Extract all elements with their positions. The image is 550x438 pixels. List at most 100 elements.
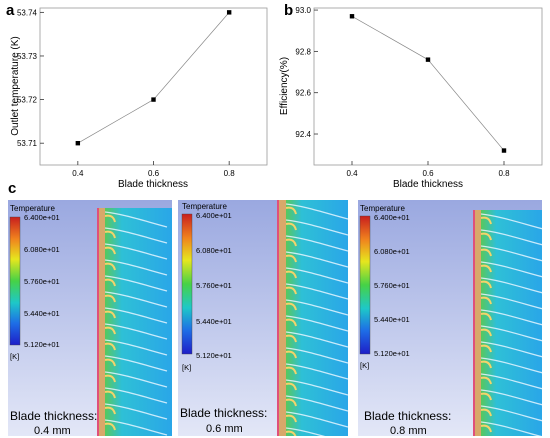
- legend-label-4: 5.440e+01: [196, 317, 232, 326]
- blade-root: [480, 248, 492, 257]
- blade-root: [285, 238, 297, 247]
- legend-label-1: 6.400e+01: [374, 213, 410, 222]
- blade: [480, 421, 542, 436]
- blade-root: [104, 422, 116, 431]
- data-point: [349, 14, 355, 19]
- blade-root: [104, 390, 116, 399]
- legend-label-3: 5.760e+01: [196, 281, 232, 290]
- blade-row: [480, 213, 542, 436]
- blade-root: [285, 286, 297, 295]
- blade-root: [480, 312, 492, 321]
- blade: [480, 325, 542, 342]
- blade: [285, 251, 348, 268]
- blade: [104, 387, 168, 404]
- blade: [104, 403, 168, 420]
- blade-root: [480, 296, 492, 305]
- blade-root: [104, 230, 116, 239]
- blade: [104, 227, 168, 244]
- blade: [480, 293, 542, 310]
- blade-root: [480, 232, 492, 241]
- blade-row: [104, 211, 168, 436]
- blade: [104, 259, 168, 276]
- blade-root: [285, 382, 297, 391]
- blade: [285, 203, 348, 220]
- blade-row: [285, 203, 348, 436]
- legend-label-4: 5.440e+01: [374, 315, 410, 324]
- colorbar: [359, 215, 371, 355]
- blade: [480, 405, 542, 422]
- legend-label-5: 5.120e+01: [374, 349, 410, 358]
- plot-frame: [313, 7, 543, 166]
- y-axis-title: Efficiency(%): [279, 57, 290, 115]
- blade: [285, 395, 348, 412]
- y-axis-title: Outlet temperature (K): [10, 36, 21, 135]
- blade-root: [104, 294, 116, 303]
- chart-a: Outlet temperature (K) Blade thickness 0…: [10, 7, 268, 190]
- blade-root: [104, 374, 116, 383]
- blade: [104, 355, 168, 372]
- blade: [480, 357, 542, 374]
- blade-root: [480, 328, 492, 337]
- inlet-edge: [278, 200, 286, 436]
- blade: [480, 245, 542, 262]
- blade-root: [480, 280, 492, 289]
- y-tick-label: 92.8: [295, 47, 311, 56]
- blade: [104, 291, 168, 308]
- legend-title: Temperature: [182, 202, 227, 211]
- blade-root: [285, 318, 297, 327]
- y-tick-label: 53.71: [17, 139, 38, 148]
- blade: [480, 229, 542, 246]
- blade-root: [104, 278, 116, 287]
- x-tick-label: 0.8: [498, 169, 510, 178]
- data-point: [501, 148, 507, 153]
- contour-panel-1: Temperature 6.400e+01 6.080e+01 5.760e+0…: [8, 200, 172, 436]
- blade: [104, 339, 168, 356]
- blade-root: [285, 334, 297, 343]
- y-tick-label: 53.72: [17, 96, 38, 105]
- inlet-wall: [473, 210, 475, 436]
- legend-label-5: 5.120e+01: [24, 340, 60, 349]
- series-line: [351, 15, 505, 151]
- panel-label-c: c: [8, 180, 17, 197]
- blade-root: [104, 262, 116, 271]
- colorbar: [9, 216, 21, 346]
- blade: [104, 307, 168, 324]
- legend-label-3: 5.760e+01: [374, 281, 410, 290]
- blade-root: [285, 206, 297, 215]
- legend-unit: [K]: [360, 361, 369, 370]
- legend-title: Temperature: [360, 204, 405, 213]
- legend-label-2: 6.080e+01: [24, 245, 60, 254]
- legend-label-2: 6.080e+01: [374, 247, 410, 256]
- caption-line-2: 0.8 mm: [390, 425, 427, 436]
- x-tick-label: 0.6: [422, 169, 434, 178]
- data-point: [226, 10, 232, 15]
- caption-line-1: Blade thickness:: [364, 409, 451, 423]
- blade-root: [285, 430, 297, 436]
- blade: [480, 309, 542, 326]
- blade: [285, 283, 348, 300]
- panel-label-a: a: [6, 2, 15, 19]
- data-point: [75, 140, 81, 146]
- y-tick-label: 53.73: [17, 52, 38, 61]
- data-point: [151, 97, 156, 102]
- x-tick-label: 0.4: [346, 169, 358, 178]
- blade: [285, 299, 348, 316]
- plot-frame: [39, 7, 268, 166]
- blade-root: [285, 414, 297, 423]
- blade-root: [480, 216, 492, 225]
- legend-label-2: 6.080e+01: [196, 246, 232, 255]
- blade: [285, 347, 348, 364]
- series-line: [77, 12, 230, 144]
- inlet-wall: [97, 208, 99, 436]
- blade: [104, 211, 168, 228]
- blade-root: [285, 398, 297, 407]
- blade-root: [104, 310, 116, 319]
- blade: [285, 427, 326, 436]
- caption-line-1: Blade thickness:: [180, 406, 267, 420]
- blade-root: [285, 254, 297, 263]
- blade-root: [104, 326, 116, 335]
- y-tick-label: 92.6: [295, 89, 311, 98]
- blade-root: [285, 302, 297, 311]
- inlet-edge: [474, 210, 481, 436]
- panel-label-b: b: [284, 2, 294, 19]
